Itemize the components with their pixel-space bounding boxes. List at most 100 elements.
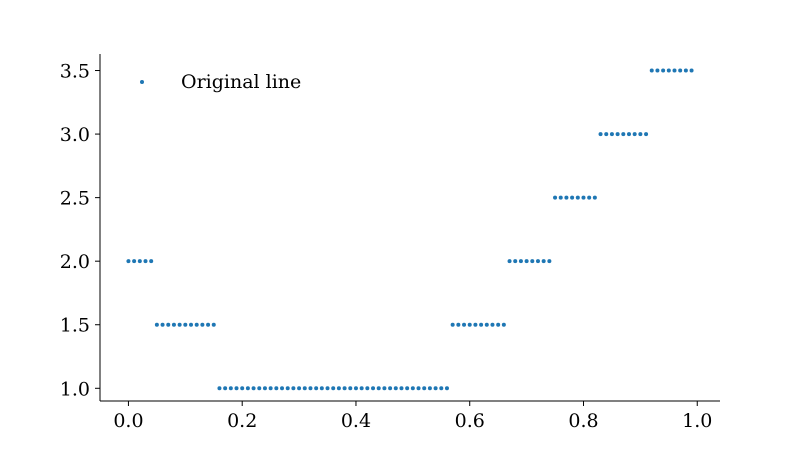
data-point — [257, 386, 262, 391]
data-point — [240, 386, 245, 391]
data-point — [450, 322, 455, 327]
data-point — [149, 259, 154, 264]
y-tick-label: 3.0 — [60, 124, 90, 146]
data-point — [331, 386, 336, 391]
data-point — [462, 322, 467, 327]
data-point — [160, 322, 165, 327]
data-point — [626, 132, 631, 137]
data-point — [683, 68, 688, 73]
data-point — [211, 322, 216, 327]
data-point — [615, 132, 620, 137]
data-point — [422, 386, 427, 391]
data-point — [245, 386, 250, 391]
data-point — [621, 132, 626, 137]
data-point — [501, 322, 506, 327]
data-point — [661, 68, 666, 73]
y-tick-label: 2.0 — [60, 251, 90, 273]
data-point — [405, 386, 410, 391]
data-point — [570, 195, 575, 200]
x-tick-label: 0.0 — [113, 410, 143, 432]
data-point — [280, 386, 285, 391]
data-point — [171, 322, 176, 327]
data-point — [581, 195, 586, 200]
data-point — [126, 259, 131, 264]
data-point — [217, 386, 222, 391]
data-point — [353, 386, 358, 391]
data-point — [194, 322, 199, 327]
data-point — [393, 386, 398, 391]
data-point — [376, 386, 381, 391]
data-point — [325, 386, 330, 391]
data-point — [228, 386, 233, 391]
data-point — [336, 386, 341, 391]
data-point — [644, 132, 649, 137]
data-point — [638, 132, 643, 137]
data-point — [467, 322, 472, 327]
data-point — [291, 386, 296, 391]
x-tick-label: 0.8 — [568, 410, 598, 432]
data-point — [609, 132, 614, 137]
data-point — [399, 386, 404, 391]
data-point — [604, 132, 609, 137]
axes — [99, 54, 720, 402]
data-point — [285, 386, 290, 391]
data-point — [382, 386, 387, 391]
data-point — [553, 195, 558, 200]
data-point — [535, 259, 540, 264]
data-point — [558, 195, 563, 200]
y-tick-label: 3.5 — [60, 61, 90, 83]
data-point — [649, 68, 654, 73]
data-point — [518, 259, 523, 264]
data-point — [348, 386, 353, 391]
data-point — [132, 259, 137, 264]
data-point — [342, 386, 347, 391]
data-point — [274, 386, 279, 391]
data-point — [672, 68, 677, 73]
y-tick-label: 1.5 — [60, 315, 90, 337]
data-point — [479, 322, 484, 327]
data-point — [439, 386, 444, 391]
x-tick-label: 0.2 — [227, 410, 257, 432]
data-point — [530, 259, 535, 264]
y-tick-label: 2.5 — [60, 188, 90, 210]
data-point — [456, 322, 461, 327]
data-point — [189, 322, 194, 327]
data-point — [410, 386, 415, 391]
data-point — [444, 386, 449, 391]
legend: Original line — [140, 71, 301, 93]
data-point — [371, 386, 376, 391]
data-point — [223, 386, 228, 391]
data-point — [308, 386, 313, 391]
data-point — [319, 386, 324, 391]
legend-label: Original line — [181, 71, 301, 93]
data-point — [666, 68, 671, 73]
x-tick-label: 0.6 — [455, 410, 485, 432]
data-point — [302, 386, 307, 391]
data-point — [547, 259, 552, 264]
data-point — [433, 386, 438, 391]
data-point — [598, 132, 603, 137]
data-point — [183, 322, 188, 327]
y-tick-label: 1.0 — [60, 378, 90, 400]
legend-marker — [140, 80, 144, 84]
data-point — [678, 68, 683, 73]
x-tick-label: 0.4 — [341, 410, 371, 432]
data-point — [507, 259, 512, 264]
data-point — [587, 195, 592, 200]
data-point — [473, 322, 478, 327]
data-point — [166, 322, 171, 327]
data-point — [632, 132, 637, 137]
data-point — [388, 386, 393, 391]
data-point — [365, 386, 370, 391]
data-point — [541, 259, 546, 264]
data-point — [154, 322, 159, 327]
data-point — [268, 386, 273, 391]
data-point — [262, 386, 267, 391]
data-point — [206, 322, 211, 327]
data-point — [484, 322, 489, 327]
data-point — [200, 322, 205, 327]
data-point — [689, 68, 694, 73]
data-point — [592, 195, 597, 200]
